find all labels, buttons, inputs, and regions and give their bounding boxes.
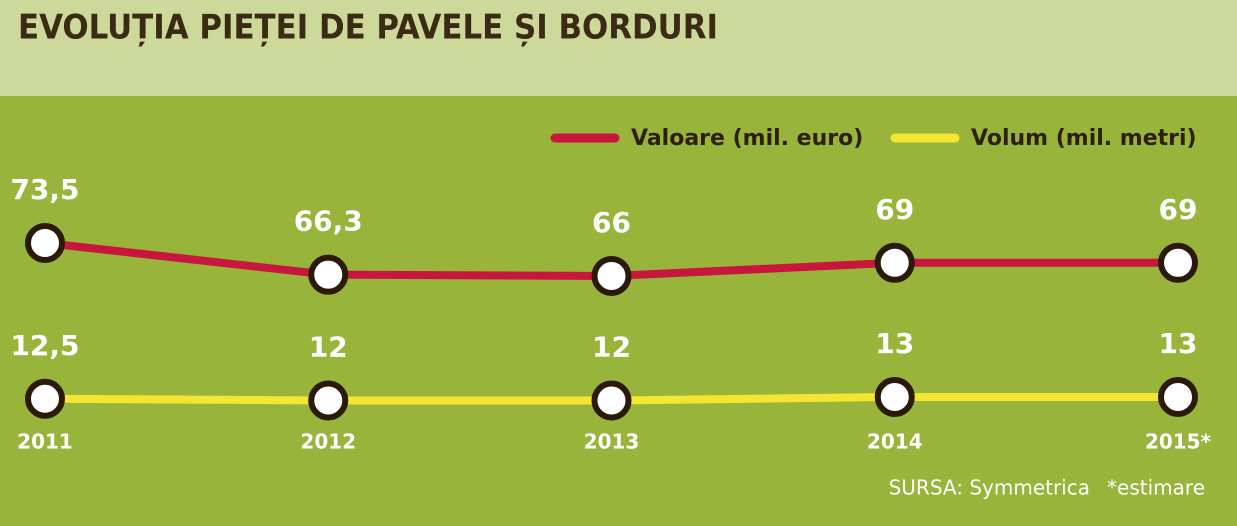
chart-title: EVOLUȚIA PIEȚEI DE PAVELE ȘI BORDURI	[18, 8, 718, 48]
note: *estimare	[1107, 476, 1205, 500]
value-label: 12	[309, 331, 348, 364]
value-label: 73,5	[10, 173, 79, 206]
point	[1158, 377, 1198, 417]
value-label: 66,3	[294, 205, 363, 238]
point	[1158, 242, 1198, 283]
title-band	[0, 0, 1237, 96]
point	[874, 377, 915, 417]
value-label: 12	[592, 331, 631, 364]
value-label: 66	[592, 206, 631, 239]
legend-label: Valoare (mil. euro)	[631, 126, 863, 151]
point	[308, 254, 349, 295]
point	[591, 256, 632, 296]
x-tick-label: 2012	[300, 430, 356, 454]
x-tick-label: 2011	[17, 430, 73, 454]
legend-label: Volum (mil. metri)	[971, 126, 1197, 151]
value-label: 12,5	[10, 329, 79, 362]
point	[308, 380, 349, 421]
point	[874, 242, 915, 283]
x-tick-label: 2013	[584, 430, 640, 454]
value-label: 69	[875, 193, 914, 226]
x-tick-label: 2015*	[1145, 430, 1212, 454]
value-label: 69	[1159, 193, 1198, 226]
plot-background	[0, 96, 1237, 526]
value-label: 13	[875, 327, 914, 360]
source: SURSA: Symmetrica	[889, 476, 1090, 500]
point	[591, 380, 632, 421]
point	[25, 223, 65, 263]
x-tick-label: 2014	[867, 430, 923, 454]
value-label: 13	[1159, 327, 1198, 360]
point	[25, 378, 65, 419]
